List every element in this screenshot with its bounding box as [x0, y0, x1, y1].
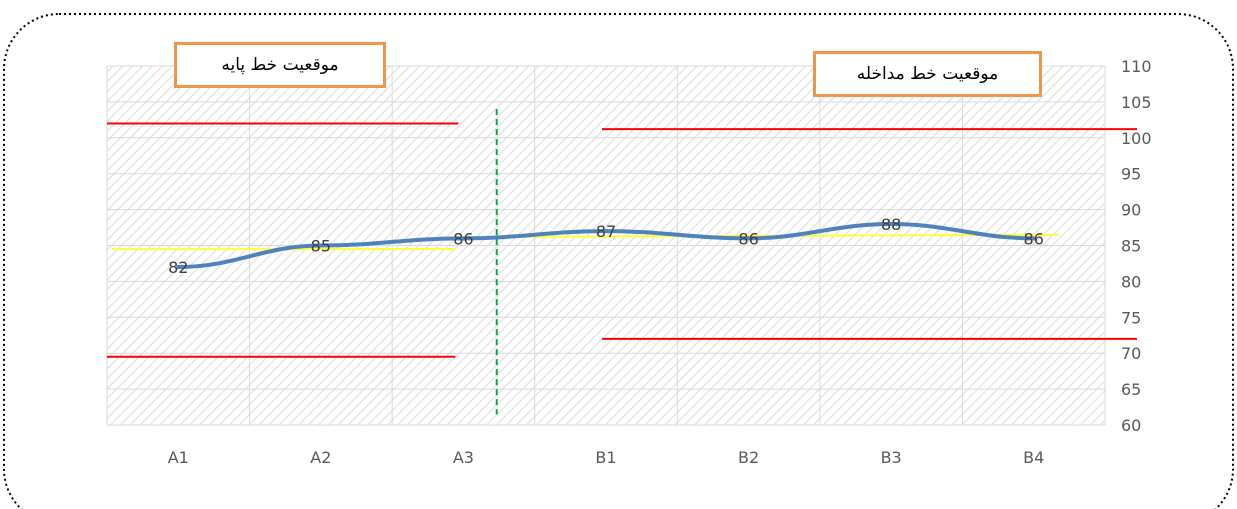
y-tick-65: 65	[1121, 380, 1141, 399]
data-point-B4	[1031, 236, 1036, 241]
baseline-label-box: موقعیت خط پایه	[174, 42, 386, 88]
y-axis-ticks: 60 65 70 75 80 85 90 95 100 105 110	[1121, 57, 1152, 435]
data-point-A2	[318, 243, 323, 248]
y-tick-85: 85	[1121, 237, 1141, 256]
y-tick-110: 110	[1121, 57, 1152, 76]
data-label-A2: 85	[311, 237, 331, 256]
y-tick-90: 90	[1121, 201, 1141, 220]
baseline-label: موقعیت خط پایه	[221, 55, 339, 75]
y-tick-100: 100	[1121, 129, 1152, 148]
x-tick-A3: A3	[453, 448, 474, 467]
data-labels: 82 85 86 87 86 88 86	[168, 215, 1044, 277]
y-tick-105: 105	[1121, 93, 1152, 112]
x-axis-ticks: A1 A2 A3 B1 B2 B3 B4	[168, 448, 1045, 467]
data-point-A1	[176, 265, 181, 270]
intervention-label-box: موقعیت خط مداخله	[813, 51, 1042, 97]
x-tick-B1: B1	[595, 448, 616, 467]
limit-lines	[107, 122, 1137, 358]
x-tick-B2: B2	[738, 448, 759, 467]
intervention-label: موقعیت خط مداخله	[856, 64, 999, 84]
data-label-A3: 86	[453, 229, 473, 248]
y-tick-80: 80	[1121, 272, 1141, 291]
x-tick-B3: B3	[881, 448, 902, 467]
data-label-B4: 86	[1024, 229, 1044, 248]
data-label-A1: 82	[168, 258, 188, 277]
y-tick-70: 70	[1121, 344, 1141, 363]
y-tick-60: 60	[1121, 416, 1141, 435]
data-point-A3	[461, 236, 466, 241]
data-label-B3: 88	[881, 215, 901, 234]
x-tick-B4: B4	[1023, 448, 1044, 467]
chart-frame	[3, 13, 1234, 509]
series-line	[176, 221, 1036, 270]
x-tick-A2: A2	[310, 448, 331, 467]
data-label-B2: 86	[738, 229, 758, 248]
data-point-B3	[889, 221, 894, 226]
x-tick-A1: A1	[168, 448, 189, 467]
y-tick-75: 75	[1121, 308, 1141, 327]
data-label-B1: 87	[596, 222, 616, 241]
data-point-B1	[604, 229, 608, 234]
data-point-B2	[746, 236, 751, 241]
y-tick-95: 95	[1121, 165, 1141, 184]
